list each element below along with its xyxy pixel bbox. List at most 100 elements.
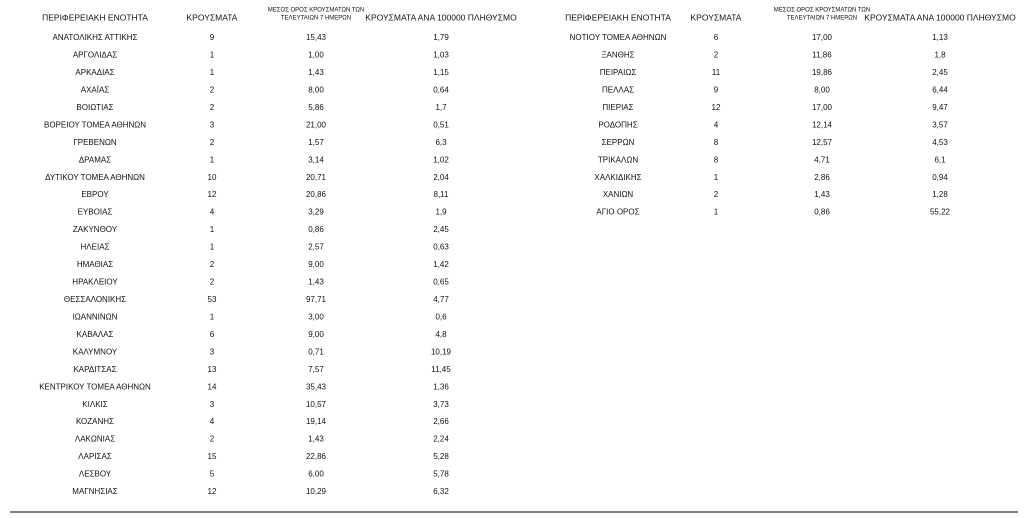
table-cell: 1,43 bbox=[308, 435, 324, 444]
table-cell: ΔΡΑΜΑΣ bbox=[79, 155, 111, 164]
table-cell: ΧΑΝΙΩΝ bbox=[603, 190, 634, 199]
table-cell: 3,57 bbox=[932, 120, 948, 129]
table-cell: 8 bbox=[714, 155, 719, 164]
table-cell: 10,19 bbox=[431, 347, 452, 356]
table-cell: 21,00 bbox=[306, 120, 327, 129]
table-cell: ΛΕΣΒΟΥ bbox=[79, 470, 112, 479]
table-cell: 3,73 bbox=[433, 400, 449, 409]
table-cell: 3 bbox=[210, 120, 215, 129]
table-cell: 1 bbox=[714, 208, 719, 217]
table-cell: 2 bbox=[210, 435, 215, 444]
table-cell: 0,94 bbox=[932, 173, 948, 182]
table-cell: ΖΑΚΥΝΘΟΥ bbox=[73, 225, 118, 234]
table-cell: ΚΑΒΑΛΑΣ bbox=[77, 330, 114, 339]
table-cell: ΚΕΝΤΡΙΚΟΥ ΤΟΜΕΑ ΑΘΗΝΩΝ bbox=[39, 382, 151, 391]
table-cell: 0,64 bbox=[433, 85, 449, 94]
table-cell: 9 bbox=[210, 33, 215, 42]
header-cell: ΠΕΡΙΦΕΡΕΙΑΚΗ ΕΝΟΤΗΤΑ bbox=[565, 12, 671, 22]
table-cell: 1 bbox=[714, 173, 719, 182]
table-cell: 13 bbox=[208, 365, 217, 374]
table-cell: 9 bbox=[714, 85, 719, 94]
table-cell: 5,86 bbox=[308, 103, 324, 112]
table-cell: 97,71 bbox=[306, 295, 327, 304]
table-cell: 15 bbox=[208, 452, 217, 461]
table-cell: 22,86 bbox=[306, 452, 327, 461]
table-cell: ΚΟΖΑΝΗΣ bbox=[76, 417, 114, 426]
table-cell: 1,7 bbox=[435, 103, 447, 112]
table-cell: 2,24 bbox=[433, 435, 449, 444]
table-cell: ΑΡΚΑΔΙΑΣ bbox=[75, 68, 114, 77]
header-cell: ΤΕΛΕΥΤΑΙΩΝ 7 ΗΜΕΡΩΝ bbox=[787, 16, 857, 22]
table-cell: 1 bbox=[210, 51, 215, 60]
table-cell: ΗΛΕΙΑΣ bbox=[81, 243, 110, 252]
table-cell: 1,42 bbox=[433, 260, 449, 269]
table-cell: 4 bbox=[210, 417, 215, 426]
table-cell: 6,1 bbox=[934, 155, 946, 164]
table-cell: 2,86 bbox=[814, 173, 830, 182]
table-cell: 1 bbox=[210, 225, 215, 234]
table-cell: ΚΑΛΥΜΝΟΥ bbox=[73, 347, 118, 356]
table-cell: 6 bbox=[714, 33, 719, 42]
table-cell: 55,22 bbox=[930, 208, 951, 217]
table-cell: 12 bbox=[208, 487, 217, 496]
table-cell: 2 bbox=[210, 103, 215, 112]
table-cell: 15,43 bbox=[306, 33, 327, 42]
table-cell: 5 bbox=[210, 470, 215, 479]
table-cell: 12 bbox=[208, 190, 217, 199]
table-cell: ΗΜΑΘΙΑΣ bbox=[77, 260, 113, 269]
table-cell: 0,63 bbox=[433, 243, 449, 252]
table-cell: 1,43 bbox=[308, 278, 324, 287]
table-cell: ΑΓΙΟ ΟΡΟΣ bbox=[596, 208, 639, 217]
table-cell: ΛΑΚΩΝΙΑΣ bbox=[75, 435, 115, 444]
table-cell: ΒΟΙΩΤΙΑΣ bbox=[76, 103, 113, 112]
table-cell: ΠΕΛΛΑΣ bbox=[602, 85, 634, 94]
header-cell: ΠΕΡΙΦΕΡΕΙΑΚΗ ΕΝΟΤΗΤΑ bbox=[42, 12, 148, 22]
table-cell: ΒΟΡΕΙΟΥ ΤΟΜΕΑ ΑΘΗΝΩΝ bbox=[44, 120, 146, 129]
table-cell: 7,57 bbox=[308, 365, 324, 374]
table-cell: 12 bbox=[712, 103, 721, 112]
table-cell: ΚΑΡΔΙΤΣΑΣ bbox=[73, 365, 116, 374]
table-cell: ΑΡΓΟΛΙΔΑΣ bbox=[73, 51, 117, 60]
table-cell: 1,43 bbox=[814, 190, 830, 199]
table-cell: 9,47 bbox=[932, 103, 948, 112]
table-cell: 2 bbox=[210, 260, 215, 269]
table-cell: 4,8 bbox=[435, 330, 447, 339]
table-cell: 8 bbox=[714, 138, 719, 147]
table-cell: 1,57 bbox=[308, 138, 324, 147]
table-cell: ΑΝΑΤΟΛΙΚΗΣ ΑΤΤΙΚΗΣ bbox=[53, 33, 138, 42]
table-cell: ΛΑΡΙΣΑΣ bbox=[78, 452, 112, 461]
table-cell: ΣΕΡΡΩΝ bbox=[602, 138, 635, 147]
table-cell: 10,29 bbox=[306, 487, 327, 496]
table-cell: 0,65 bbox=[433, 278, 449, 287]
table-cell: ΤΡΙΚΑΛΩΝ bbox=[598, 155, 638, 164]
table-cell: 17,00 bbox=[812, 33, 833, 42]
table-cell: 2 bbox=[714, 51, 719, 60]
table-cell: 3,14 bbox=[308, 155, 324, 164]
table-cell: 11,86 bbox=[812, 51, 832, 60]
table-cell: 1,13 bbox=[932, 33, 948, 42]
table-cell: 4,71 bbox=[814, 155, 830, 164]
table-cell: 8,00 bbox=[814, 85, 830, 94]
table-cell: 4 bbox=[210, 208, 215, 217]
table-cell: ΧΑΛΚΙΔΙΚΗΣ bbox=[594, 173, 641, 182]
table-cell: ΗΡΑΚΛΕΙΟΥ bbox=[72, 278, 118, 287]
table-cell: 3 bbox=[210, 347, 215, 356]
table-cell: 3,29 bbox=[308, 208, 324, 217]
table-cell: 2,57 bbox=[308, 243, 324, 252]
table-cell: 12,57 bbox=[812, 138, 833, 147]
table-cell: ΑΧΑΪΑΣ bbox=[81, 85, 110, 94]
table-cell: 8,11 bbox=[434, 190, 450, 199]
table-cell: 11,45 bbox=[431, 365, 451, 374]
table-cell: 6,3 bbox=[435, 138, 447, 147]
table-cell: 4,77 bbox=[433, 295, 449, 304]
table-cell: 11 bbox=[712, 68, 721, 77]
table-cell: ΘΕΣΣΑΛΟΝΙΚΗΣ bbox=[64, 295, 126, 304]
table-cell: 2,45 bbox=[433, 225, 449, 234]
table-cell: 8,00 bbox=[308, 85, 324, 94]
table-cell: 2 bbox=[714, 190, 719, 199]
table-cell: ΞΑΝΘΗΣ bbox=[601, 51, 634, 60]
table-cell: ΔΥΤΙΚΟΥ ΤΟΜΕΑ ΑΘΗΝΩΝ bbox=[45, 173, 145, 182]
table-cell: 1,8 bbox=[934, 51, 946, 60]
table-cell: ΡΟΔΟΠΗΣ bbox=[598, 120, 637, 129]
